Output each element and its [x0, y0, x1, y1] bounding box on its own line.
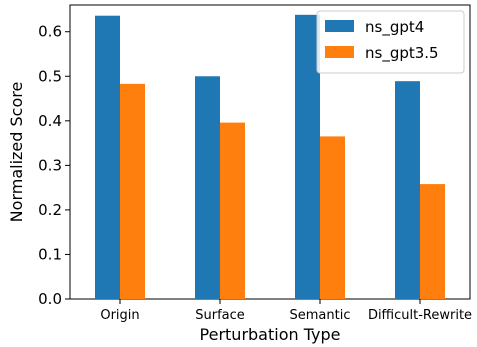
legend-label: ns_gpt4	[365, 18, 424, 37]
y-tick-label: 0.5	[38, 67, 62, 85]
y-axis-title: Normalized Score	[7, 82, 26, 223]
bar-ns-gpt3-5-difficult-rewrite	[420, 184, 445, 299]
bar-ns-gpt3-5-semantic	[320, 136, 345, 299]
x-tick-label: Surface	[195, 308, 245, 323]
x-tick-label: Semantic	[290, 308, 351, 323]
legend-label: ns_gpt3.5	[365, 44, 439, 63]
bar-ns-gpt4-origin	[95, 15, 120, 299]
bar-ns-gpt3-5-origin	[120, 83, 145, 299]
legend-swatch	[325, 46, 354, 58]
y-tick-label: 0.3	[38, 156, 62, 174]
y-tick-label: 0.2	[38, 201, 62, 219]
y-tick-label: 0.4	[38, 112, 62, 130]
bar-ns-gpt4-surface	[195, 76, 220, 299]
x-axis-title: Perturbation Type	[200, 325, 341, 344]
legend: ns_gpt4 ns_gpt3.5	[316, 10, 465, 74]
x-tick-label: Difficult-Rewrite	[368, 308, 472, 323]
legend-swatch	[325, 20, 354, 32]
y-tick-label: 0.6	[38, 23, 62, 41]
y-tick-label: 0.0	[38, 290, 62, 308]
y-axis: 0.0 0.1 0.2 0.3 0.4 0.5 0.6	[38, 23, 70, 308]
bars-group	[95, 14, 445, 300]
bar-ns-gpt4-semantic	[295, 14, 320, 300]
bar-ns-gpt4-difficult-rewrite	[395, 81, 420, 299]
x-tick-label: Origin	[100, 308, 139, 323]
x-axis: Origin Surface Semantic Difficult-Rewrite	[100, 299, 472, 323]
bar-ns-gpt3-5-surface	[220, 122, 245, 299]
y-tick-label: 0.1	[38, 245, 62, 263]
